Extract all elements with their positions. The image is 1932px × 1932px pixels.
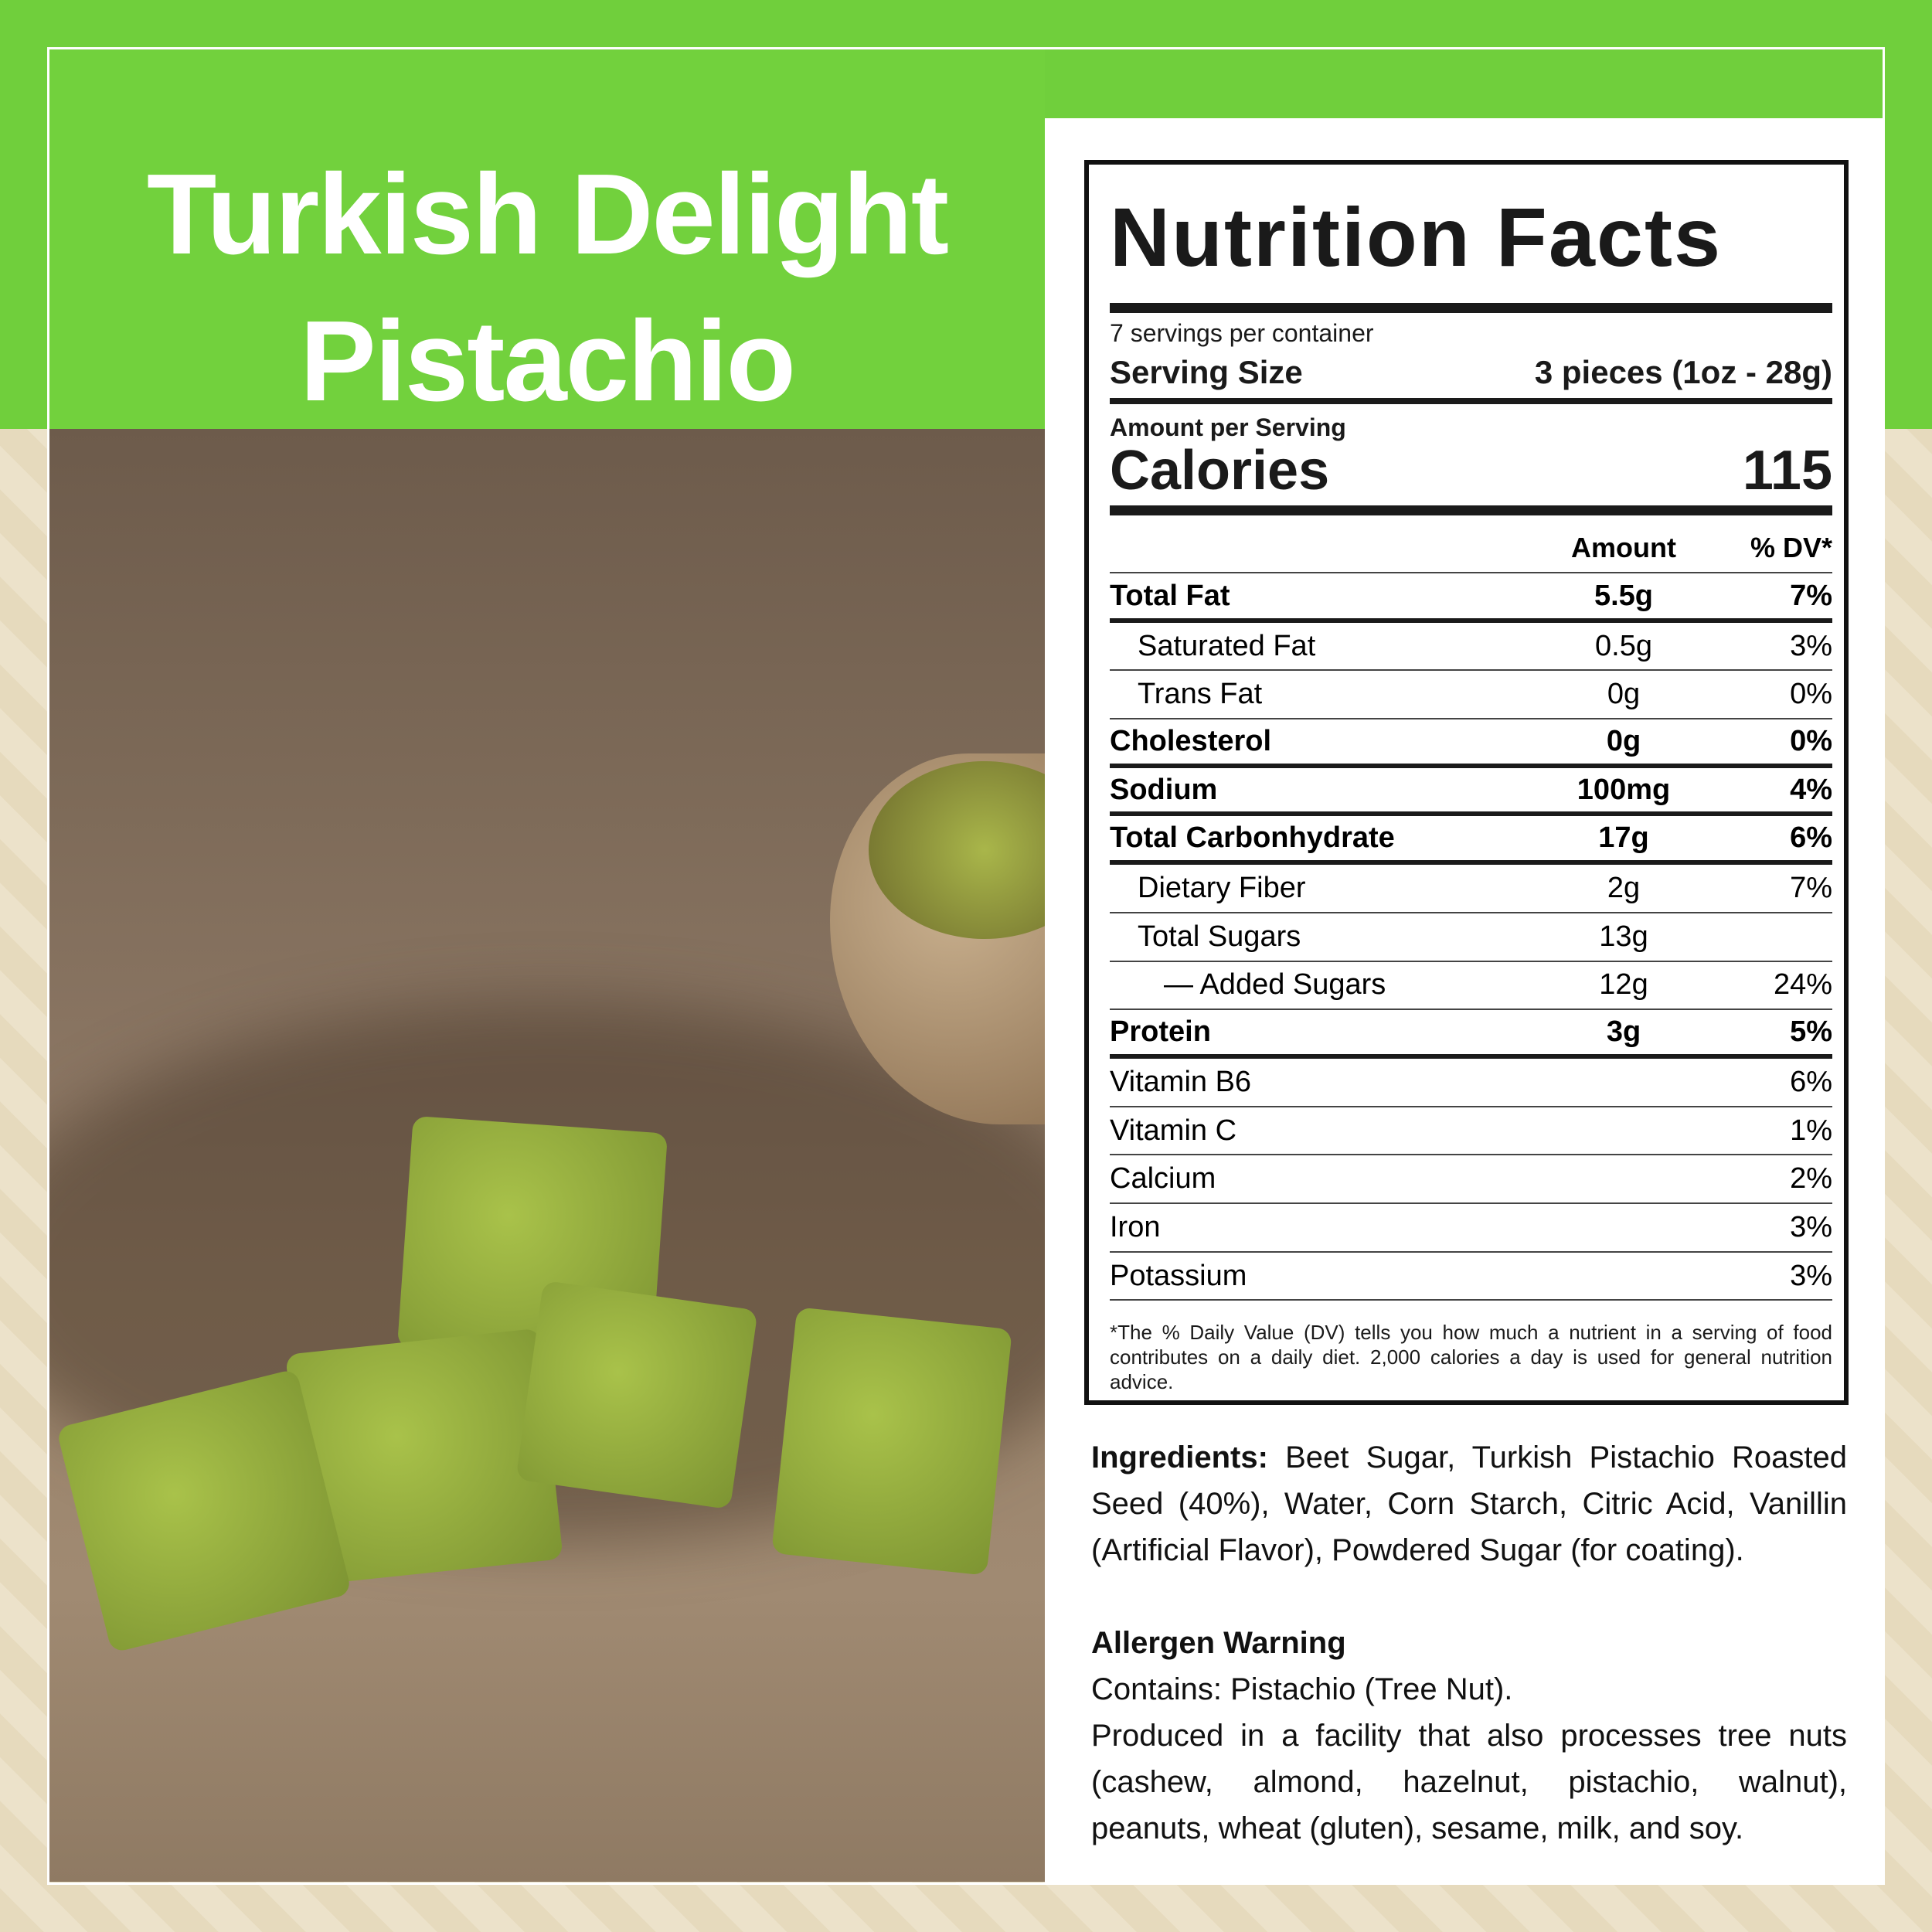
nutrient-name: — Added Sugars	[1164, 968, 1386, 1002]
allergen-facility: Produced in a facility that also process…	[1091, 1719, 1847, 1845]
calories-value: 115	[1742, 440, 1832, 502]
nutrient-row: Protein 3g 5%	[1110, 1010, 1832, 1059]
nutrient-name: Total Carbonhydrate	[1110, 821, 1395, 855]
nutrient-row: — Added Sugars 12g 24%	[1110, 962, 1832, 1011]
nutrient-row: Trans Fat 0g 0%	[1110, 671, 1832, 720]
nutrient-dv: 24%	[1773, 968, 1832, 1002]
nutrient-dv: 4%	[1790, 773, 1832, 806]
ingredients-text: Beet Sugar, Turkish Pistachio Roasted Se…	[1091, 1440, 1847, 1567]
nutrient-amount: 0g	[1606, 724, 1641, 757]
nutrient-dv: 3%	[1790, 1210, 1832, 1243]
serving-size-label: Serving Size	[1110, 354, 1303, 390]
nutrient-row: Potassium 3%	[1110, 1253, 1832, 1301]
nutrient-amount: 0.5g	[1595, 629, 1652, 662]
divider	[1110, 505, 1832, 515]
nutrient-name: Potassium	[1110, 1259, 1247, 1292]
nutrient-dv: 6%	[1790, 821, 1832, 855]
nutrient-amount: 0g	[1607, 678, 1641, 711]
nutrient-name: Sodium	[1110, 773, 1218, 806]
nutrient-row: Vitamin B6 6%	[1110, 1059, 1832, 1107]
nutrient-dv: 0%	[1790, 678, 1832, 711]
nutrient-amount: 13g	[1599, 920, 1648, 953]
product-title-line2: Pistachio	[300, 298, 796, 425]
nutrient-name: Total Fat	[1110, 579, 1230, 612]
nutrient-name: Vitamin C	[1110, 1114, 1237, 1147]
nutrient-dv: 0%	[1790, 724, 1832, 757]
serving-size: Serving Size 3 pieces (1oz - 28g)	[1110, 354, 1832, 391]
nutrition-facts-label: Nutrition Facts 7 servings per container…	[1084, 160, 1849, 1405]
nutrient-row: Sodium 100mg 4%	[1110, 768, 1832, 817]
nutrient-row: Cholesterol 0g 0%	[1110, 719, 1832, 768]
nutrient-name: Protein	[1110, 1015, 1211, 1049]
nutrient-row: Calcium 2%	[1110, 1155, 1832, 1205]
nutrition-facts-heading: Nutrition Facts	[1110, 190, 1723, 284]
dv-header: % DV*	[1750, 532, 1832, 564]
amount-per-serving: Amount per Serving	[1110, 413, 1346, 441]
serving-size-value: 3 pieces (1oz - 28g)	[1534, 354, 1832, 390]
nutrient-amount: 12g	[1599, 968, 1648, 1002]
nutrient-dv: 2%	[1790, 1162, 1832, 1196]
nutrient-amount: 17g	[1598, 821, 1649, 855]
nutrient-name: Dietary Fiber	[1138, 872, 1306, 905]
nutrient-name: Saturated Fat	[1138, 629, 1316, 662]
nutrient-row: Saturated Fat 0.5g 3%	[1110, 623, 1832, 672]
nutrient-name: Total Sugars	[1138, 920, 1301, 953]
amount-header: Amount	[1571, 532, 1676, 564]
nutrient-dv: 3%	[1790, 629, 1832, 662]
nutrient-dv: 7%	[1790, 579, 1832, 612]
nutrient-name: Trans Fat	[1138, 678, 1263, 711]
nutrient-dv: 3%	[1790, 1259, 1832, 1292]
product-title-line1: Turkish Delight	[146, 151, 949, 278]
product-photo	[49, 429, 1045, 1882]
frame-border	[47, 47, 1885, 1885]
title-panel: Turkish Delight Pistachio	[49, 49, 1045, 429]
calories-label: Calories	[1110, 440, 1330, 502]
nutrient-dv: 7%	[1790, 872, 1832, 905]
allergen-heading: Allergen Warning	[1091, 1626, 1346, 1660]
nutrient-name: Cholesterol	[1110, 724, 1272, 757]
nutrient-name: Calcium	[1110, 1162, 1216, 1196]
nutrient-name: Iron	[1110, 1210, 1161, 1243]
nutrient-amount: 100mg	[1577, 773, 1671, 806]
nutrient-dv: 1%	[1790, 1114, 1832, 1147]
nutrient-row: Total Fat 5.5g 7%	[1110, 574, 1832, 623]
nutrient-row: Total Sugars 13g	[1110, 913, 1832, 962]
nutrient-row: Dietary Fiber 2g 7%	[1110, 865, 1832, 913]
delight-cube	[771, 1307, 1012, 1576]
nutrient-dv: 5%	[1790, 1015, 1832, 1049]
column-header: Amount % DV*	[1110, 525, 1832, 573]
nutrient-row: Vitamin C 1%	[1110, 1107, 1832, 1156]
ingredients-label: Ingredients:	[1091, 1440, 1268, 1475]
allergen-contains: Contains: Pistachio (Tree Nut).	[1091, 1672, 1513, 1706]
divider	[1110, 398, 1832, 404]
calories: Calories 115	[1110, 443, 1832, 498]
nutrient-amount: 3g	[1606, 1015, 1641, 1049]
pistachio-nuts	[869, 761, 1045, 939]
nutrient-row: Iron 3%	[1110, 1204, 1832, 1253]
nutrient-name: Vitamin B6	[1110, 1065, 1252, 1098]
nutrient-amount: 5.5g	[1594, 579, 1654, 612]
delight-cube	[515, 1280, 758, 1510]
nutrient-row: Total Carbonhydrate 17g 6%	[1110, 817, 1832, 866]
ingredients: Ingredients: Beet Sugar, Turkish Pistach…	[1091, 1434, 1847, 1573]
nutrient-amount: 2g	[1607, 872, 1641, 905]
divider	[1110, 303, 1832, 313]
nutrient-dv: 6%	[1790, 1065, 1832, 1098]
dv-footnote: *The % Daily Value (DV) tells you how mu…	[1110, 1321, 1832, 1393]
servings-per-container: 7 servings per container	[1110, 319, 1374, 347]
